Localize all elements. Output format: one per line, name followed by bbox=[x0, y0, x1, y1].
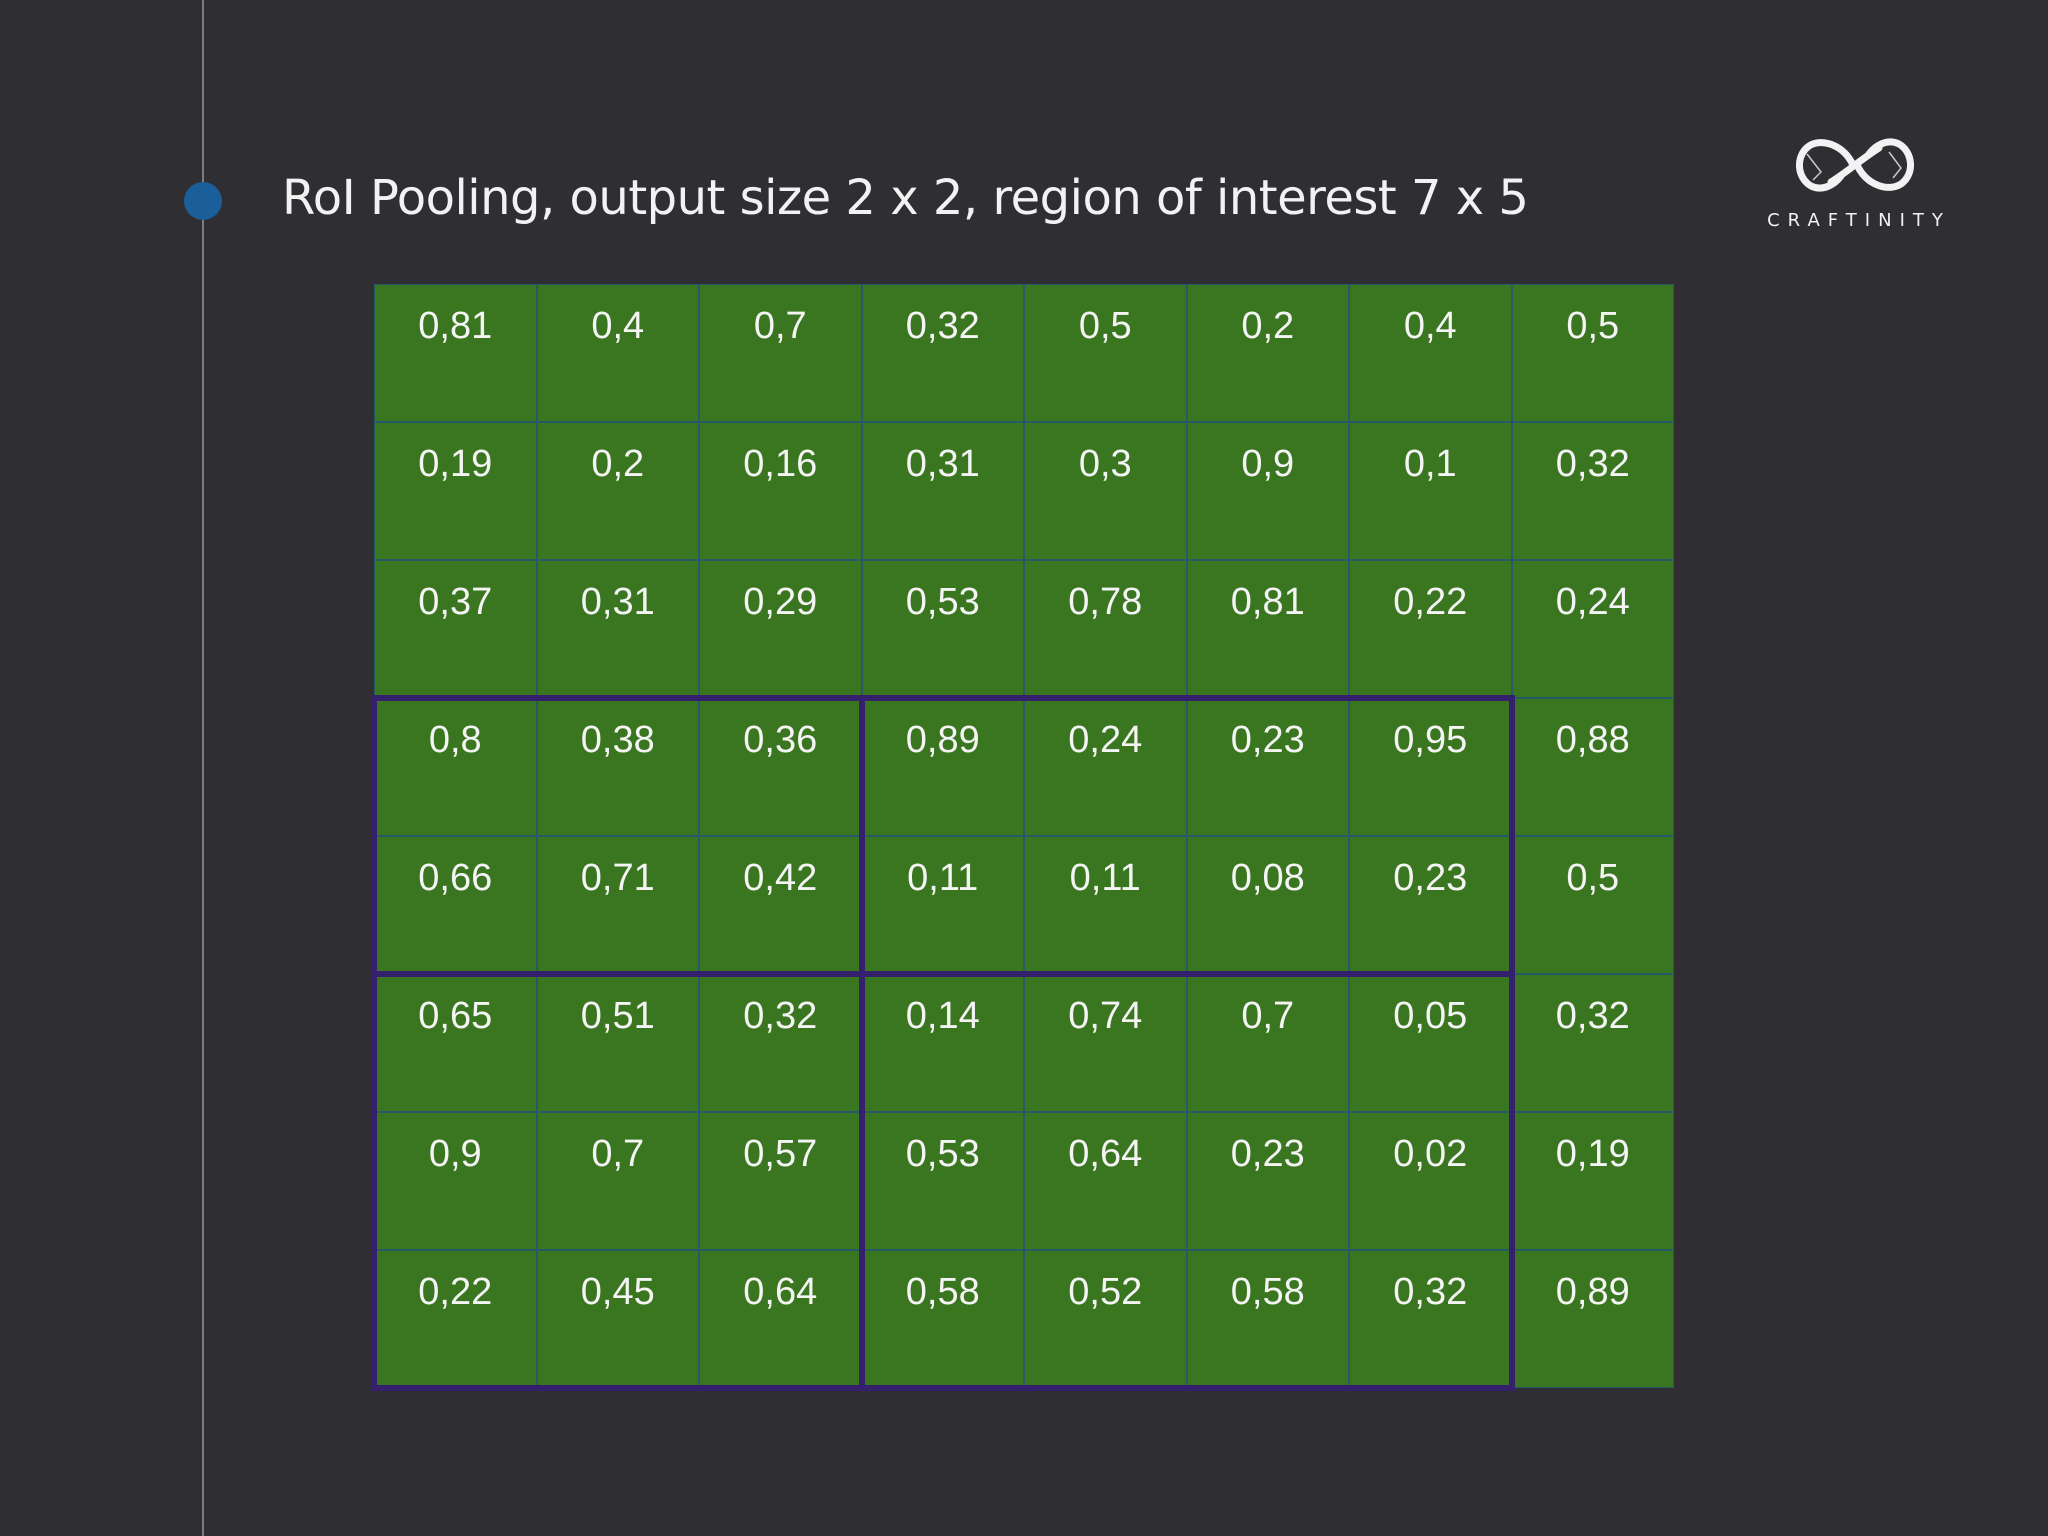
logo-wordmark: CRAFTINITY bbox=[1767, 210, 1951, 231]
grid-cell: 0,31 bbox=[536, 560, 699, 698]
grid-cell: 0,23 bbox=[1186, 1112, 1349, 1250]
grid-cell: 0,7 bbox=[536, 1112, 699, 1250]
grid-cell: 0,78 bbox=[1024, 560, 1187, 698]
grid-cell: 0,16 bbox=[699, 422, 862, 560]
grid-cell: 0,52 bbox=[1024, 1250, 1187, 1388]
grid-cell: 0,22 bbox=[1349, 560, 1512, 698]
grid-cell: 0,23 bbox=[1186, 698, 1349, 836]
grid-cell: 0,11 bbox=[861, 836, 1024, 974]
craftinity-logo: CRAFTINITY bbox=[1740, 132, 1970, 231]
grid-cell: 0,02 bbox=[1349, 1112, 1512, 1250]
grid-cell: 0,5 bbox=[1024, 284, 1187, 422]
grid-cell: 0,9 bbox=[1186, 422, 1349, 560]
grid-cell: 0,24 bbox=[1511, 560, 1674, 698]
grid-cell: 0,19 bbox=[1511, 1112, 1674, 1250]
grid-cell: 0,74 bbox=[1024, 974, 1187, 1112]
grid-cell: 0,71 bbox=[536, 836, 699, 974]
feature-map-grid: 0,81 0,4 0,7 0,32 0,5 0,2 0,4 0,5 0,19 0,2 0,16 0,3… bbox=[374, 284, 1674, 1388]
grid-cell: 0,23 bbox=[1349, 836, 1512, 974]
grid-cell: 0,19 bbox=[374, 422, 537, 560]
grid-cell: 0,88 bbox=[1511, 698, 1674, 836]
grid-cell: 0,4 bbox=[1349, 284, 1512, 422]
grid-cell: 0,31 bbox=[861, 422, 1024, 560]
grid-cell: 0,95 bbox=[1349, 698, 1512, 836]
grid-cell: 0,2 bbox=[536, 422, 699, 560]
grid-cell: 0,53 bbox=[861, 560, 1024, 698]
grid-cell: 0,89 bbox=[861, 698, 1024, 836]
grid-cell: 0,9 bbox=[374, 1112, 537, 1250]
grid-cell: 0,1 bbox=[1349, 422, 1512, 560]
grid-cell: 0,32 bbox=[1511, 974, 1674, 1112]
grid-cell: 0,38 bbox=[536, 698, 699, 836]
grid-cell: 0,36 bbox=[699, 698, 862, 836]
grid-cell: 0,64 bbox=[699, 1250, 862, 1388]
grid-cell: 0,65 bbox=[374, 974, 537, 1112]
grid-cell: 0,66 bbox=[374, 836, 537, 974]
grid-cell: 0,2 bbox=[1186, 284, 1349, 422]
grid-cell: 0,5 bbox=[1511, 836, 1674, 974]
grid-cell: 0,4 bbox=[536, 284, 699, 422]
roi-pooling-grid: 0,81 0,4 0,7 0,32 0,5 0,2 0,4 0,5 0,19 0,2 0,16 0,3… bbox=[371, 284, 1674, 1391]
grid-cell: 0,53 bbox=[861, 1112, 1024, 1250]
infinity-logo-icon bbox=[1796, 138, 1914, 192]
grid-cell: 0,32 bbox=[861, 284, 1024, 422]
grid-cell: 0,3 bbox=[1024, 422, 1187, 560]
grid-cell: 0,51 bbox=[536, 974, 699, 1112]
grid-cell: 0,08 bbox=[1186, 836, 1349, 974]
grid-cell: 0,58 bbox=[1186, 1250, 1349, 1388]
grid-cell: 0,81 bbox=[1186, 560, 1349, 698]
grid-cell: 0,32 bbox=[1349, 1250, 1512, 1388]
grid-cell: 0,05 bbox=[1349, 974, 1512, 1112]
timeline-bullet-dot bbox=[184, 182, 222, 220]
grid-cell: 0,8 bbox=[374, 698, 537, 836]
grid-cell: 0,81 bbox=[374, 284, 537, 422]
grid-cell: 0,37 bbox=[374, 560, 537, 698]
grid-cell: 0,7 bbox=[1186, 974, 1349, 1112]
grid-cell: 0,57 bbox=[699, 1112, 862, 1250]
grid-cell: 0,89 bbox=[1511, 1250, 1674, 1388]
grid-cell: 0,29 bbox=[699, 560, 862, 698]
grid-cell: 0,42 bbox=[699, 836, 862, 974]
grid-cell: 0,32 bbox=[699, 974, 862, 1112]
timeline-line bbox=[202, 0, 204, 1536]
grid-cell: 0,64 bbox=[1024, 1112, 1187, 1250]
grid-cell: 0,11 bbox=[1024, 836, 1187, 974]
grid-cell: 0,45 bbox=[536, 1250, 699, 1388]
grid-cell: 0,5 bbox=[1511, 284, 1674, 422]
grid-cell: 0,32 bbox=[1511, 422, 1674, 560]
grid-cell: 0,7 bbox=[699, 284, 862, 422]
grid-cell: 0,22 bbox=[374, 1250, 537, 1388]
grid-cell: 0,14 bbox=[861, 974, 1024, 1112]
grid-cell: 0,24 bbox=[1024, 698, 1187, 836]
slide-title: RoI Pooling, output size 2 x 2, region o… bbox=[282, 170, 1529, 226]
grid-cell: 0,58 bbox=[861, 1250, 1024, 1388]
